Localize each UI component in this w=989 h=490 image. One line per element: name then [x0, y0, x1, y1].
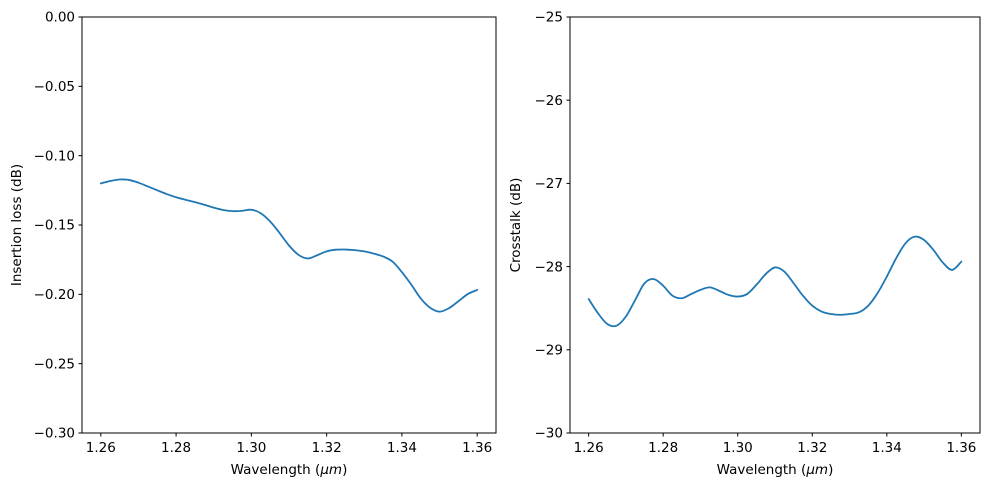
x-tick-label: 1.30: [723, 440, 753, 456]
y-tick-label: −30: [535, 426, 564, 442]
x-tick-label: 1.36: [946, 440, 976, 456]
y-axis-label: Crosstalk (dB): [508, 178, 524, 273]
plot-frame: [81, 16, 497, 434]
x-axis-label: Wavelength (μm): [231, 462, 348, 478]
plot-frame: [569, 16, 981, 434]
y-tick-label: −26: [535, 93, 564, 109]
x-axis-label: Wavelength (μm): [717, 462, 834, 478]
x-tick-label: 1.28: [161, 440, 191, 456]
y-tick-label: −0.15: [34, 218, 75, 234]
crosstalk-chart: 1.26 1.28 1.30 1.32 1.34 1.36 −25 −26 −27 −28 −29 −…: [508, 10, 981, 478]
y-tick-label: −28: [535, 259, 564, 275]
x-tick-label: 1.32: [797, 440, 827, 456]
y-tick-label: −29: [535, 343, 564, 359]
y-axis-label: Insertion loss (dB): [9, 164, 25, 286]
y-tick-label: −0.30: [34, 426, 75, 442]
y-tick-label: −0.05: [34, 79, 75, 95]
y-tick-label: −0.25: [34, 356, 75, 372]
x-tick-label: 1.26: [86, 440, 116, 456]
x-tick-label: 1.36: [462, 440, 492, 456]
x-tick-label: 1.32: [312, 440, 342, 456]
x-tick-label: 1.30: [236, 440, 266, 456]
y-tick-label: −0.20: [34, 287, 75, 303]
x-tick-label: 1.26: [574, 440, 604, 456]
x-tick-label: 1.34: [387, 440, 417, 456]
y-tick-label: 0.00: [45, 10, 75, 26]
x-tick-label: 1.28: [648, 440, 678, 456]
y-tick-label: −25: [535, 10, 564, 26]
insertion-loss-chart: 1.26 1.28 1.30 1.32 1.34 1.36 0.00 −0.05 −0.10 −0…: [9, 10, 497, 478]
insertion-loss-line: [99, 178, 479, 313]
x-tick-label: 1.34: [872, 440, 902, 456]
y-tick-label: −27: [535, 176, 564, 192]
crosstalk-line: [587, 235, 963, 328]
y-tick-label: −0.10: [34, 148, 75, 164]
